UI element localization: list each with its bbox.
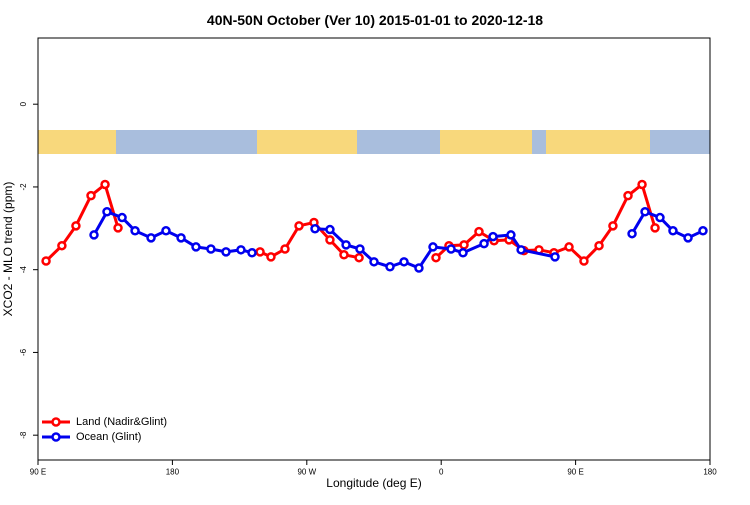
data-point [488, 231, 498, 242]
data-point [698, 226, 708, 236]
y-axis-label: XCO2 - MLO trend (ppm) [1, 182, 15, 317]
data-point [446, 244, 456, 254]
data-point [341, 240, 351, 250]
data-point [176, 233, 186, 243]
legend-label: Ocean (Glint) [76, 431, 141, 443]
data-point [623, 190, 633, 201]
data-point [369, 257, 379, 267]
data-point [474, 226, 484, 237]
data-point [668, 226, 678, 236]
x-tick-label: 90 W [297, 468, 316, 477]
data-point [266, 252, 276, 262]
data-point [516, 245, 526, 255]
data-point [57, 240, 67, 251]
y-tick-label: -8 [19, 431, 28, 439]
data-point [414, 263, 424, 273]
data-point [479, 238, 489, 249]
x-tick-label: 90 E [30, 468, 46, 477]
x-tick-label: 0 [439, 468, 444, 477]
data-point [637, 179, 647, 190]
data-point [161, 226, 171, 236]
data-point [113, 223, 123, 233]
data-point [130, 226, 140, 236]
x-tick-label: 180 [166, 468, 180, 477]
x-tick-label: 180 [703, 468, 717, 477]
data-point [385, 262, 395, 272]
x-tick-label: 90 E [567, 468, 583, 477]
y-tick-label: -2 [19, 183, 28, 191]
data-point [550, 252, 560, 262]
data-point [325, 224, 335, 235]
legend-marker [51, 432, 61, 442]
data-point [310, 223, 320, 234]
data-point [325, 235, 335, 245]
map-strip [38, 130, 710, 154]
data-point [594, 240, 604, 251]
data-point [71, 221, 81, 231]
data-point [102, 207, 112, 217]
data-point [459, 240, 469, 250]
data-point [579, 256, 589, 266]
data-point [86, 190, 96, 201]
data-point [339, 250, 349, 260]
y-tick-label: -4 [19, 266, 28, 274]
data-point [506, 230, 516, 240]
data-point [608, 221, 618, 231]
data-point [221, 247, 231, 257]
data-point [355, 244, 365, 254]
y-tick-label: -6 [19, 348, 28, 356]
data-point [564, 242, 574, 252]
data-point [280, 244, 290, 254]
legend-label: Land (Nadir&Glint) [76, 416, 167, 428]
data-point [683, 233, 693, 243]
data-point [650, 223, 660, 233]
legend-marker [51, 417, 61, 427]
legend: Land (Nadir&Glint) Ocean (Glint) [42, 416, 167, 443]
data-point [294, 221, 304, 231]
data-point [655, 212, 665, 223]
series-line [92, 209, 704, 270]
data-point [100, 179, 110, 190]
data-point [236, 245, 246, 255]
series-line [45, 181, 657, 264]
data-point [399, 257, 409, 267]
data-point [206, 244, 216, 254]
data-point [191, 242, 201, 252]
chart-title: 40N-50N October (Ver 10) 2015-01-01 to 2… [207, 12, 543, 28]
data-point [640, 207, 650, 217]
x-axis-label: Longitude (deg E) [326, 476, 421, 490]
data-point [431, 252, 441, 263]
plot-frame [37, 37, 711, 461]
data-point [458, 247, 468, 258]
data-point [428, 242, 438, 252]
data-point [89, 230, 99, 240]
data-point [627, 228, 637, 239]
data-point [255, 247, 265, 257]
data-point [117, 212, 127, 223]
y-tick-label: 0 [19, 101, 28, 106]
data-point [247, 247, 257, 258]
data-point [146, 233, 156, 243]
data-point [41, 256, 51, 266]
data-point [354, 252, 364, 263]
